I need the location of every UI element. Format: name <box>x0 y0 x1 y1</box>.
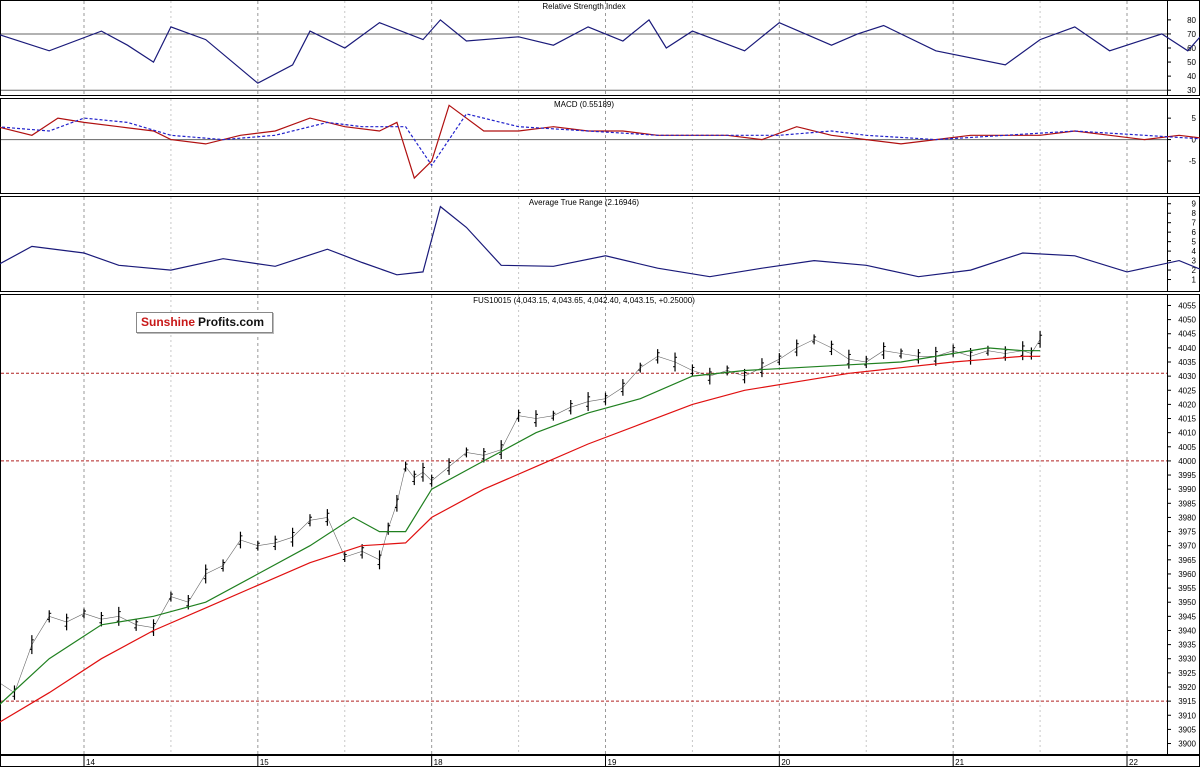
y-tick-label: 4045 <box>1178 330 1196 339</box>
y-tick-label: 3935 <box>1178 641 1196 650</box>
date-tick-label: 18 <box>434 758 443 767</box>
y-tick-label: 5 <box>1192 238 1197 247</box>
y-tick-label: 40 <box>1187 72 1196 81</box>
y-tick-label: 3 <box>1192 257 1197 266</box>
y-tick-label: 3940 <box>1178 626 1196 635</box>
y-tick-label: 3990 <box>1178 485 1196 494</box>
y-tick-label: 3960 <box>1178 570 1196 579</box>
y-tick-label: 8 <box>1192 209 1197 218</box>
indicator-line <box>0 19 1200 84</box>
panel-title: FUS10015 (4,043.15, 4,043.65, 4,042.40, … <box>473 296 695 305</box>
date-tick-label: 20 <box>781 758 790 767</box>
y-tick-label: 4055 <box>1178 301 1196 310</box>
panel-title: MACD (0.55189) <box>554 100 614 109</box>
logo-part-profits: Profits.com <box>197 313 269 332</box>
y-tick-label: 4040 <box>1178 344 1196 353</box>
logo-part-sunshine: Sunshine <box>137 313 198 332</box>
indicator-line <box>0 205 1200 278</box>
y-tick-label: 3910 <box>1178 711 1196 720</box>
date-tick-label: 14 <box>86 758 95 767</box>
date-tick-label: 15 <box>260 758 269 767</box>
y-tick-label: 3930 <box>1178 655 1196 664</box>
y-tick-label: 3925 <box>1178 669 1196 678</box>
y-tick-label: 3980 <box>1178 513 1196 522</box>
y-tick-label: 6 <box>1192 228 1197 237</box>
sunshine-profits-logo: Sunshine Profits.com <box>136 312 273 333</box>
y-tick-label: 3995 <box>1178 471 1196 480</box>
date-tick-label: 21 <box>955 758 964 767</box>
y-tick-label: 3985 <box>1178 499 1196 508</box>
y-tick-label: 4015 <box>1178 415 1196 424</box>
panel-title: Average True Range (2.16946) <box>529 198 639 207</box>
y-tick-label: 0 <box>1192 136 1197 145</box>
y-tick-label: 4020 <box>1178 400 1196 409</box>
y-tick-label: 3975 <box>1178 528 1196 537</box>
moving-average-red <box>0 355 1041 723</box>
panel-frame <box>0 196 1200 292</box>
y-tick-label: 80 <box>1187 16 1196 25</box>
date-axis <box>0 755 1200 767</box>
y-tick-label: 4025 <box>1178 386 1196 395</box>
y-tick-label: 3920 <box>1178 683 1196 692</box>
y-tick-label: 4050 <box>1178 316 1196 325</box>
y-tick-label: -5 <box>1189 157 1197 166</box>
y-tick-label: 5 <box>1192 114 1197 123</box>
indicator-line <box>0 113 1200 167</box>
date-tick-label: 22 <box>1129 758 1138 767</box>
y-tick-label: 4035 <box>1178 358 1196 367</box>
y-tick-label: 3900 <box>1178 740 1196 749</box>
y-tick-label: 2 <box>1192 266 1197 275</box>
y-tick-label: 30 <box>1187 86 1196 95</box>
y-tick-label: 4 <box>1192 247 1197 256</box>
panel-frame <box>0 98 1200 194</box>
y-tick-label: 4030 <box>1178 372 1196 381</box>
y-tick-label: 3955 <box>1178 584 1196 593</box>
y-tick-label: 60 <box>1187 44 1196 53</box>
indicator-line <box>0 104 1200 180</box>
y-tick-label: 4005 <box>1178 443 1196 452</box>
y-tick-label: 3945 <box>1178 612 1196 621</box>
y-tick-label: 3950 <box>1178 598 1196 607</box>
y-tick-label: 3915 <box>1178 697 1196 706</box>
y-tick-label: 3970 <box>1178 542 1196 551</box>
y-tick-label: 1 <box>1192 276 1197 285</box>
panel-frame <box>0 294 1200 755</box>
y-tick-label: 4000 <box>1178 457 1196 466</box>
panel-title: Relative Strength Index <box>542 2 625 11</box>
y-tick-label: 3965 <box>1178 556 1196 565</box>
moving-average-green <box>0 347 1041 705</box>
y-tick-label: 9 <box>1192 200 1197 209</box>
y-tick-label: 7 <box>1192 219 1197 228</box>
y-tick-label: 3905 <box>1178 725 1196 734</box>
y-tick-label: 50 <box>1187 58 1196 67</box>
date-tick-label: 19 <box>608 758 617 767</box>
panel-frame <box>0 0 1200 96</box>
y-tick-label: 70 <box>1187 30 1196 39</box>
y-tick-label: 4010 <box>1178 429 1196 438</box>
price-trend-line <box>0 339 1041 694</box>
